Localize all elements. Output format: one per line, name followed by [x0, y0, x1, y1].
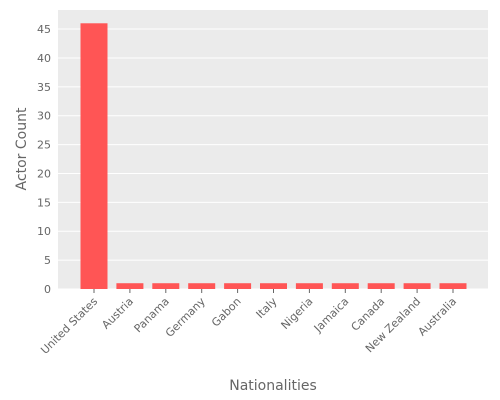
bar: [403, 283, 431, 289]
bar: [260, 283, 287, 289]
x-tick-label: Australia: [416, 295, 460, 339]
y-tick-label: 25: [37, 139, 51, 152]
bar: [152, 283, 180, 289]
y-tick-label: 20: [37, 167, 51, 180]
x-tick-label: Italy: [254, 295, 280, 321]
y-axis-ticks: 0 5 10 15 20 25 30 35 40 45: [37, 23, 51, 296]
bar: [80, 23, 108, 290]
x-tick-label: Gabon: [209, 295, 244, 330]
bar: [439, 283, 467, 289]
plot-area: [58, 10, 488, 289]
bar: [295, 283, 323, 289]
y-tick-label: 10: [37, 225, 51, 238]
y-tick-label: 15: [37, 196, 51, 209]
y-axis-title: Actor Count: [14, 107, 30, 190]
bar: [116, 283, 144, 289]
x-axis-title: Nationalities: [229, 378, 317, 394]
bar: [188, 283, 216, 289]
x-tick-label: United States: [38, 295, 100, 357]
x-tick-label: Nigeria: [278, 295, 315, 332]
bar: [367, 283, 395, 289]
y-tick-label: 0: [44, 283, 51, 296]
gridlines: [58, 28, 488, 290]
y-tick-label: 45: [37, 23, 51, 36]
x-tick-label: Germany: [163, 295, 208, 340]
x-tick-label: Jamaica: [311, 295, 352, 336]
bar: [224, 283, 252, 289]
bar: [331, 283, 359, 289]
y-tick-label: 5: [44, 254, 51, 267]
y-tick-label: 40: [37, 52, 51, 65]
y-tick-label: 30: [37, 110, 51, 123]
y-tick-label: 35: [37, 81, 51, 94]
bars: [80, 23, 467, 290]
